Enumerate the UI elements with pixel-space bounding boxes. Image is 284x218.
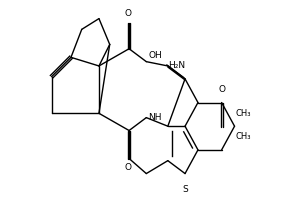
Text: O: O: [125, 9, 132, 18]
Text: CH₃: CH₃: [236, 109, 251, 118]
Text: S: S: [182, 185, 188, 194]
Text: OH: OH: [149, 51, 162, 60]
Text: H₂N: H₂N: [168, 61, 185, 70]
Text: O: O: [125, 163, 132, 172]
Text: NH: NH: [149, 113, 162, 122]
Text: O: O: [218, 85, 225, 94]
Text: CH₃: CH₃: [236, 133, 251, 141]
